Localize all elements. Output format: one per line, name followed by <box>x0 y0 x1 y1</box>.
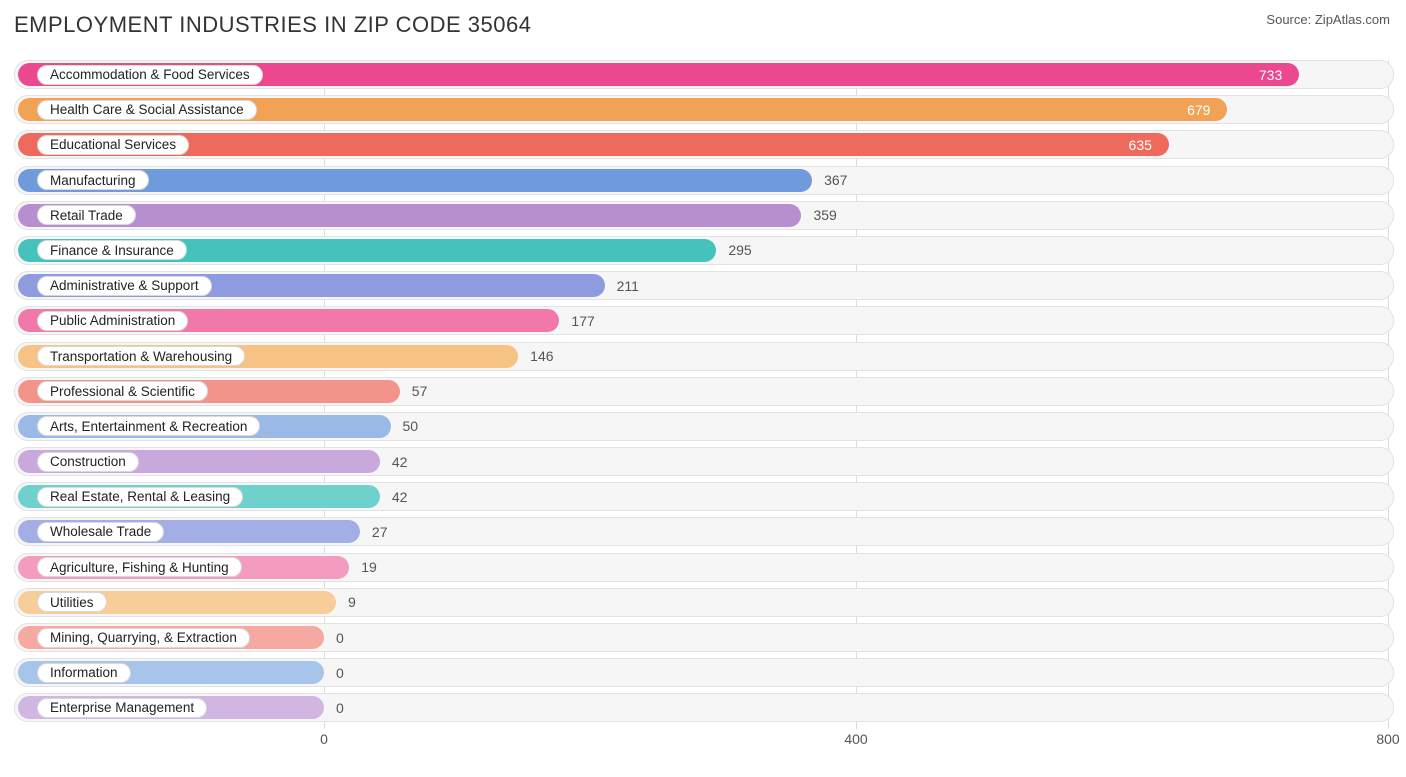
bar-value: 635 <box>1129 130 1152 159</box>
axis-tick-label: 0 <box>320 731 328 747</box>
chart-title: EMPLOYMENT INDUSTRIES IN ZIP CODE 35064 <box>14 12 532 38</box>
bar-value: 50 <box>403 412 419 441</box>
bar-value: 0 <box>336 623 344 652</box>
bar-value: 9 <box>348 588 356 617</box>
bar-row: Agriculture, Fishing & Hunting 19 <box>14 553 1394 582</box>
bar-cap <box>19 64 33 85</box>
category-pill: Construction <box>37 452 139 472</box>
bar-row: Transportation & Warehousing 146 <box>14 342 1394 371</box>
bar-value: 367 <box>824 166 847 195</box>
category-pill: Agriculture, Fishing & Hunting <box>37 557 242 577</box>
category-pill: Wholesale Trade <box>37 522 164 542</box>
bar-cap <box>19 381 33 402</box>
bar-row: Mining, Quarrying, & Extraction 0 <box>14 623 1394 652</box>
bar-row: Construction 42 <box>14 447 1394 476</box>
bar-value: 0 <box>336 693 344 722</box>
bar-value: 57 <box>412 377 428 406</box>
bar-row: Wholesale Trade 27 <box>14 517 1394 546</box>
category-pill: Administrative & Support <box>37 276 212 296</box>
bar-cap <box>19 451 33 472</box>
category-pill: Educational Services <box>37 135 189 155</box>
category-pill: Mining, Quarrying, & Extraction <box>37 628 250 648</box>
bar-row: Health Care & Social Assistance 679 <box>14 95 1394 124</box>
bar-value: 0 <box>336 658 344 687</box>
source-label: Source: <box>1266 12 1311 27</box>
bar-row: Professional & Scientific 57 <box>14 377 1394 406</box>
axis-tick-label: 800 <box>1376 731 1399 747</box>
bar-value: 211 <box>617 271 639 300</box>
bar-row: Accommodation & Food Services 733 <box>14 60 1394 89</box>
bar-row: Manufacturing 367 <box>14 166 1394 195</box>
category-pill: Information <box>37 663 131 683</box>
axis-tick-label: 400 <box>844 731 867 747</box>
bar-row: Educational Services 635 <box>14 130 1394 159</box>
category-pill: Enterprise Management <box>37 698 207 718</box>
category-pill: Utilities <box>37 592 107 612</box>
bar-row: Finance & Insurance 295 <box>14 236 1394 265</box>
bar-cap <box>19 557 33 578</box>
bar-row: Public Administration 177 <box>14 306 1394 335</box>
bar-value: 679 <box>1187 95 1210 124</box>
bar-cap <box>19 275 33 296</box>
bar-value: 177 <box>571 306 594 335</box>
bar-row: Real Estate, Rental & Leasing 42 <box>14 482 1394 511</box>
category-pill: Health Care & Social Assistance <box>37 100 257 120</box>
bar-cap <box>19 627 33 648</box>
bar-cap <box>19 170 33 191</box>
category-pill: Real Estate, Rental & Leasing <box>37 487 243 507</box>
x-axis: 0400800 <box>14 729 1394 753</box>
bar-fill <box>18 133 1169 156</box>
bar-cap <box>19 346 33 367</box>
bar-cap <box>19 662 33 683</box>
bar-chart: Accommodation & Food Services 733 Health C… <box>14 60 1394 753</box>
category-pill: Accommodation & Food Services <box>37 65 263 85</box>
bar-cap <box>19 99 33 120</box>
bar-value: 27 <box>372 517 388 546</box>
bar-row: Administrative & Support 211 <box>14 271 1394 300</box>
category-pill: Transportation & Warehousing <box>37 346 245 366</box>
category-pill: Professional & Scientific <box>37 381 208 401</box>
bar-value: 19 <box>361 553 377 582</box>
bar-row: Utilities 9 <box>14 588 1394 617</box>
bar-value: 42 <box>392 482 408 511</box>
category-pill: Retail Trade <box>37 205 136 225</box>
source-attribution: Source: ZipAtlas.com <box>1266 12 1396 27</box>
category-pill: Manufacturing <box>37 170 149 190</box>
bar-row: Arts, Entertainment & Recreation 50 <box>14 412 1394 441</box>
bar-cap <box>19 240 33 261</box>
bar-row: Information 0 <box>14 658 1394 687</box>
bar-cap <box>19 416 33 437</box>
bar-value: 733 <box>1259 60 1282 89</box>
category-pill: Arts, Entertainment & Recreation <box>37 416 260 436</box>
bar-cap <box>19 205 33 226</box>
bar-value: 42 <box>392 447 408 476</box>
bar-value: 359 <box>813 201 836 230</box>
source-name: ZipAtlas.com <box>1315 12 1390 27</box>
category-pill: Public Administration <box>37 311 188 331</box>
bar-cap <box>19 592 33 613</box>
bar-row: Retail Trade 359 <box>14 201 1394 230</box>
bar-value: 295 <box>728 236 751 265</box>
bar-row: Enterprise Management 0 <box>14 693 1394 722</box>
category-pill: Finance & Insurance <box>37 240 187 260</box>
bar-value: 146 <box>530 342 553 371</box>
